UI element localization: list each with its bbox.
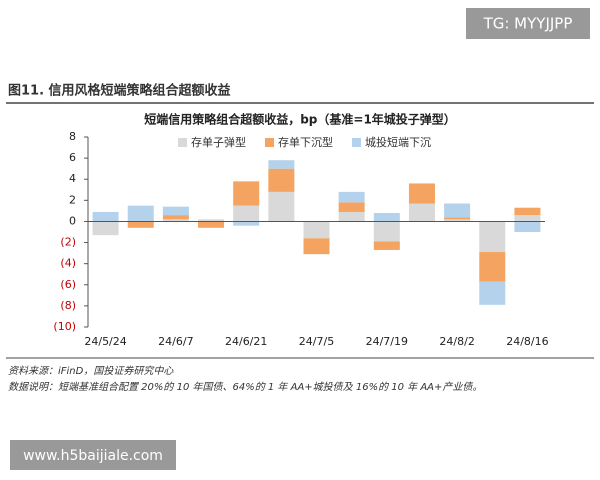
source: 资料来源：iFinD，国投证券研究中心: [8, 365, 174, 377]
y-tick-label: 2: [69, 193, 76, 206]
bar: [162, 215, 189, 220]
bar: [233, 221, 260, 226]
bar: [373, 221, 400, 242]
legend-swatch: [352, 138, 361, 147]
y-tick-label: 0: [69, 214, 76, 227]
x-tick-label: 24/6/21: [225, 335, 267, 348]
x-tick-label: 24/5/24: [84, 335, 126, 348]
x-tick-label: 24/8/16: [506, 335, 548, 348]
watermark: www.h5baijiale.com: [23, 448, 163, 464]
figure-title: 图11. 信用风格短端策略组合超额收益: [8, 83, 231, 99]
bar: [268, 191, 295, 222]
bar: [479, 252, 506, 282]
bar: [92, 221, 119, 236]
bar: [514, 221, 541, 232]
bar: [444, 217, 471, 220]
bar: [233, 205, 260, 222]
bar: [514, 215, 541, 222]
bar: [198, 221, 225, 228]
bar: [338, 202, 365, 212]
bar: [127, 221, 154, 228]
bar: [268, 160, 295, 169]
legend-label: 存单下沉型: [278, 135, 333, 149]
x-tick-label: 24/7/5: [299, 335, 334, 348]
chart-title: 短端信用策略组合超额收益，bp（基准=1年城投子弹型）: [144, 112, 456, 127]
y-tick-label: 4: [69, 172, 76, 185]
bar: [373, 241, 400, 250]
x-tick-label: 24/7/19: [366, 335, 408, 348]
bar: [444, 219, 471, 222]
bar: [479, 281, 506, 305]
x-tick-label: 24/8/2: [439, 335, 474, 348]
bar: [162, 206, 189, 216]
bar: [408, 183, 435, 204]
bar: [303, 238, 330, 255]
y-tick-label: (4): [60, 257, 76, 270]
x-tick-label: 24/6/7: [158, 335, 193, 348]
y-tick-label: 8: [69, 130, 76, 143]
bar: [198, 219, 225, 222]
bar: [127, 205, 154, 222]
y-tick-label: (6): [60, 278, 76, 291]
watermark-box: [10, 440, 176, 470]
y-tick-label: (2): [60, 236, 76, 249]
legend-label: 存单子弹型: [191, 135, 246, 149]
legend-swatch: [265, 138, 274, 147]
bar: [373, 213, 400, 222]
bar: [162, 219, 189, 222]
bar: [444, 203, 471, 218]
bar: [514, 207, 541, 216]
y-tick-label: (10): [53, 320, 76, 333]
note: 数据说明：短端基准组合配置 20%的 10 年国债、64%的 1 年 AA+城投…: [8, 381, 482, 393]
bar: [92, 211, 119, 222]
bar: [338, 191, 365, 203]
bar: [408, 203, 435, 222]
bar: [233, 181, 260, 206]
watermark: TG: MYYJJPP: [483, 15, 573, 33]
legend-label: 城投短端下沉: [365, 135, 431, 149]
y-tick-label: 6: [69, 151, 76, 164]
bar: [479, 221, 506, 253]
bar: [268, 168, 295, 192]
watermark-box: [466, 8, 590, 39]
bar: [303, 221, 330, 239]
y-tick-label: (8): [60, 299, 76, 312]
legend-swatch: [178, 138, 187, 147]
bar: [338, 211, 365, 222]
